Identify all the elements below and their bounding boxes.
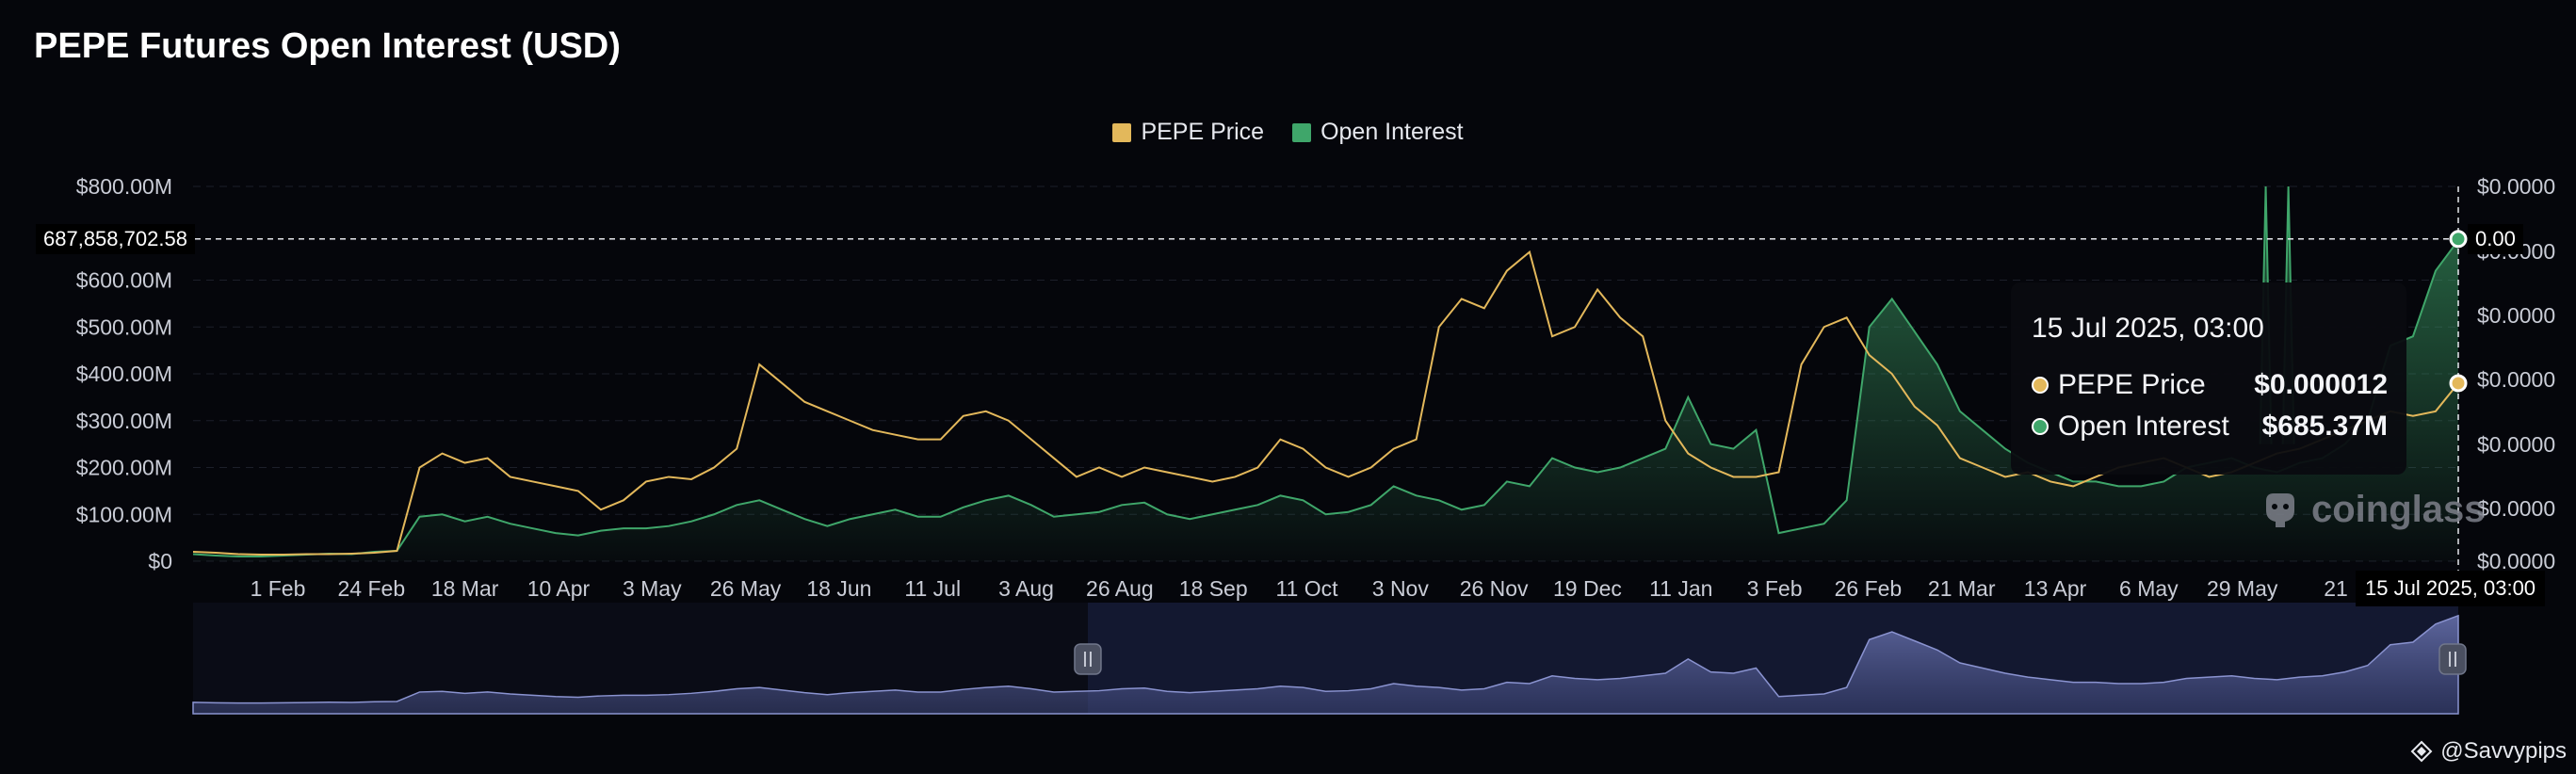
x-tick-label: 21 Mar (1928, 576, 1996, 601)
y-left-tick-label: $400.00M (76, 362, 172, 386)
coinglass-logo-icon (2266, 493, 2294, 527)
y-left-tick-label: $200.00M (76, 456, 172, 480)
legend-item-price[interactable]: PEPE Price (1112, 119, 1264, 146)
pepe-price-line (192, 250, 2459, 556)
x-tick-label: 10 Apr (527, 576, 591, 601)
tooltip-label-price: PEPE Price (2058, 369, 2206, 400)
y-axis-left: $0 $100.00M $200.00M $300.00M $400.00M $500.0… (76, 174, 172, 573)
range-navigator (192, 603, 2467, 715)
x-tick-label: 11 Oct (1275, 576, 1338, 601)
tooltip-label-oi: Open Interest (2058, 411, 2229, 442)
x-tick-label: 18 Jun (806, 576, 871, 601)
y-left-tick-label: $300.00M (76, 409, 172, 433)
tooltip: 15 Jul 2025, 03:00 PEPE Price $0.000012 … (2011, 282, 2406, 475)
navigator-handle-right[interactable] (2438, 643, 2467, 675)
credit-text: @Savvypips (2440, 738, 2567, 764)
legend-item-oi[interactable]: Open Interest (1292, 119, 1464, 146)
y-right-tick-label: $0.0000 (2477, 549, 2555, 573)
open-interest-hover-marker (2449, 230, 2468, 249)
x-tick-label: 3 Feb (1747, 576, 1803, 601)
legend-swatch-oi (1292, 122, 1312, 142)
x-tick-label: 29 May (2207, 576, 2278, 601)
crosshair-x-label: 15 Jul 2025, 03:00 (2356, 571, 2546, 606)
diamond-icon (2410, 740, 2433, 763)
x-tick-label: 26 Aug (1086, 576, 1154, 601)
legend-swatch-price (1112, 122, 1132, 142)
tooltip-dot-price (2032, 377, 2049, 394)
tooltip-dot-oi (2032, 418, 2049, 435)
watermark-text: coinglass (2311, 488, 2486, 530)
x-tick-label: 6 May (2119, 576, 2179, 601)
x-tick-label: 1 Feb (251, 576, 306, 601)
tooltip-value-price: $0.000012 (2254, 369, 2388, 400)
crosshair-y-left-label: 687,858,702.58 (36, 224, 195, 254)
navigator-series (192, 614, 2459, 715)
chart-title: PEPE Futures Open Interest (USD) (34, 26, 621, 66)
y-right-tick-label: $0.0000 (2477, 432, 2555, 457)
y-left-tick-label: $500.00M (76, 314, 172, 339)
x-tick-label: 11 Jan (1649, 576, 1712, 601)
open-interest-line (192, 239, 2459, 558)
x-tick-label: 3 May (623, 576, 682, 601)
x-tick-label: 24 Feb (338, 576, 406, 601)
x-tick-label: 26 Nov (1460, 576, 1529, 601)
tooltip-row-price: PEPE Price $0.000012 (2032, 369, 2408, 401)
x-axis: 1 Feb 24 Feb 18 Mar 10 Apr 3 May 26 May 18 Jun… (251, 576, 2348, 601)
navigator-handle-left[interactable] (1074, 643, 1102, 675)
y-right-tick-label: $0.0000 (2477, 496, 2555, 521)
coinglass-watermark: coinglass (2259, 488, 2486, 531)
x-tick-label: 11 Jul (904, 576, 961, 601)
x-tick-label: 26 May (710, 576, 782, 601)
x-tick-label: 18 Mar (431, 576, 499, 601)
x-tick-label: 26 Feb (1835, 576, 1903, 601)
y-left-tick-label: $100.00M (76, 502, 172, 526)
x-tick-label: 3 Nov (1372, 576, 1430, 601)
tooltip-row-oi: Open Interest $685.37M (2032, 411, 2408, 443)
y-right-tick-label: $0.0000 (2477, 174, 2555, 199)
price-hover-marker (2449, 374, 2468, 393)
tooltip-date: 15 Jul 2025, 03:00 (2032, 313, 2264, 344)
credit: @Savvypips (2410, 738, 2567, 765)
x-tick-label: 3 Aug (998, 576, 1054, 601)
y-left-tick-label: $600.00M (76, 268, 172, 293)
x-tick-label: 19 Dec (1553, 576, 1622, 601)
y-left-tick-label: $800.00M (76, 174, 172, 199)
x-tick-label: 13 Apr (2024, 576, 2087, 601)
crosshair-y-right-label: 0.00 (2468, 224, 2523, 254)
tooltip-value-oi: $685.37M (2261, 411, 2388, 442)
x-tick-label: 18 Sep (1179, 576, 1248, 601)
y-right-tick-label: $0.0000 (2477, 367, 2555, 392)
legend: PEPE Price Open Interest (0, 119, 2576, 146)
y-right-tick-label: $0.0000 (2477, 303, 2555, 328)
legend-label-oi: Open Interest (1320, 119, 1464, 145)
y-axis-right: $0.0000 $0.0000 $0.0000 $0.0000 $0.0000 $0.00… (2477, 174, 2555, 573)
y-left-tick-label: $0 (148, 549, 172, 573)
legend-label-price: PEPE Price (1141, 119, 1265, 145)
open-interest-area (193, 240, 2458, 561)
x-tick-label: 21 (2324, 576, 2348, 601)
